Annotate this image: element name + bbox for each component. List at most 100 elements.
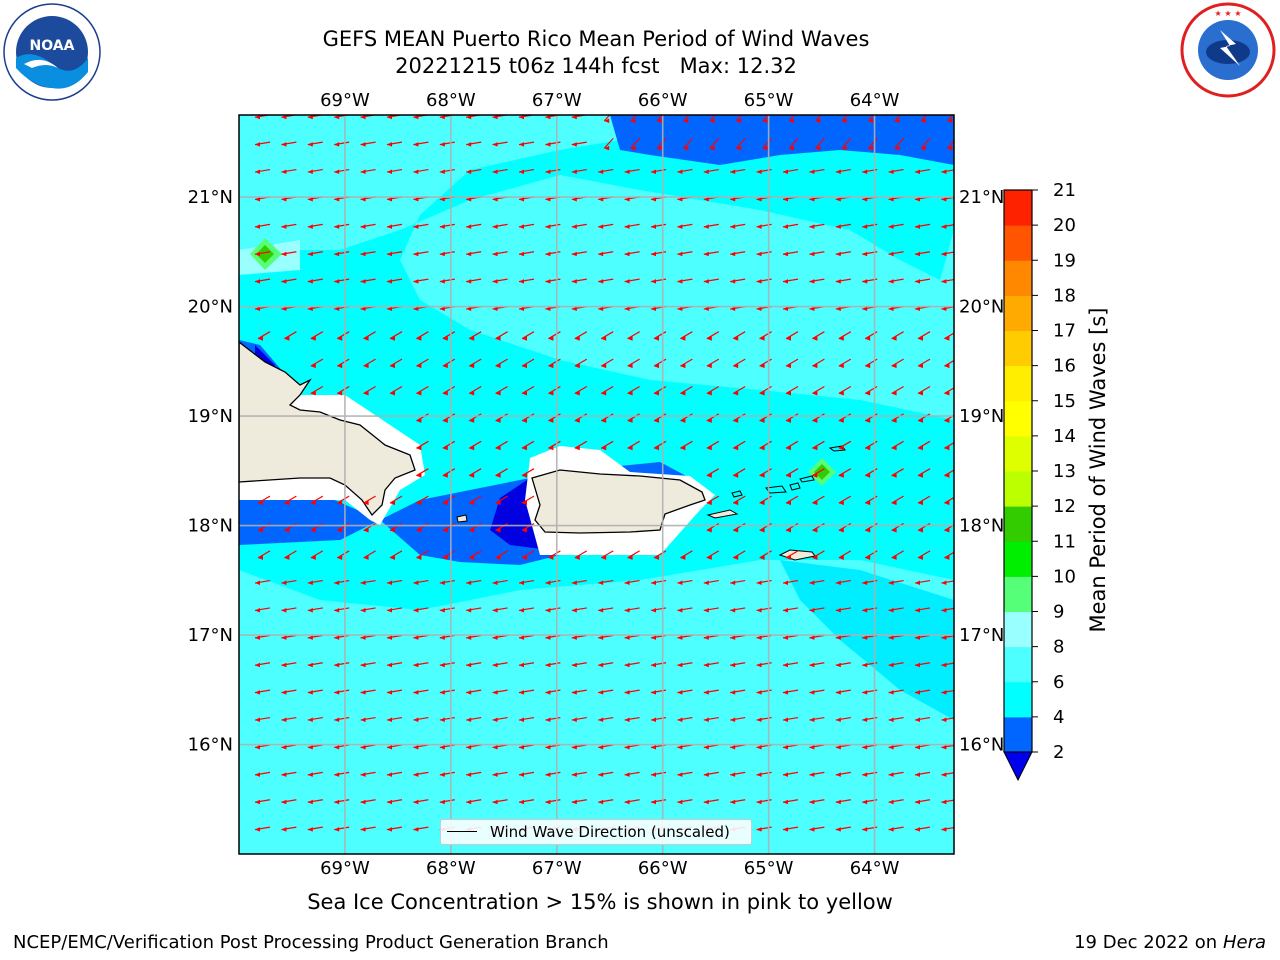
- wave-direction-arrow: [386, 771, 403, 777]
- land-vieques: [706, 509, 739, 519]
- wave-direction-arrow: [603, 137, 614, 151]
- wave-direction-arrow: [598, 579, 614, 586]
- wave-direction-arrow: [706, 440, 720, 451]
- wave-direction-arrow: [730, 579, 746, 586]
- wave-direction-arrow: [492, 716, 508, 723]
- wave-direction-arrow: [680, 385, 693, 396]
- wave-direction-arrow: [360, 251, 376, 257]
- wave-direction-arrow: [545, 607, 561, 613]
- wave-direction-arrow: [386, 579, 403, 586]
- wave-direction-arrow: [336, 385, 350, 396]
- wave-direction-arrow: [624, 579, 640, 586]
- wave-direction-arrow: [545, 251, 561, 257]
- lon-label-bottom: 68°W: [426, 858, 476, 879]
- wave-direction-arrow: [439, 141, 455, 147]
- wave-direction-arrow: [281, 251, 297, 257]
- wave-direction-arrow: [413, 278, 429, 284]
- colorbar-segment: [1004, 681, 1032, 718]
- wave-direction-arrow: [706, 385, 720, 396]
- wave-direction-arrow: [466, 278, 482, 284]
- wave-direction-arrow: [521, 331, 535, 341]
- wave-direction-arrow: [677, 744, 693, 750]
- wave-direction-arrow: [680, 550, 693, 560]
- field-region-2-4-north: [610, 115, 954, 165]
- wave-direction-arrow: [624, 278, 640, 284]
- wave-direction-arrow: [334, 689, 350, 695]
- wave-direction-arrow: [363, 522, 376, 533]
- wave-direction-arrow: [571, 689, 587, 695]
- wave-direction-arrow: [759, 358, 772, 369]
- wave-direction-arrow: [468, 495, 482, 506]
- wave-direction-arrow: [706, 331, 720, 341]
- wave-direction-arrow: [624, 716, 640, 723]
- wave-direction-arrow: [518, 251, 535, 257]
- wave-direction-arrow: [307, 223, 323, 229]
- wave-direction-arrow: [284, 550, 297, 560]
- wave-direction-arrow: [334, 251, 350, 257]
- colorbar-segment: [1004, 260, 1032, 296]
- wave-direction-arrow: [706, 522, 720, 533]
- wave-direction-arrow: [468, 385, 482, 396]
- field-max-spot-1-core: [256, 245, 274, 263]
- wave-direction-arrow: [571, 771, 587, 777]
- wave-direction-arrow: [310, 385, 324, 396]
- colorbar-tick-label: 6: [1053, 672, 1064, 693]
- wave-direction-arrow: [439, 223, 455, 229]
- lon-label-bottom: 67°W: [532, 858, 582, 879]
- wave-direction-arrow: [914, 607, 931, 613]
- wave-direction-arrow: [680, 358, 693, 369]
- wave-direction-arrow: [732, 495, 746, 506]
- wave-direction-arrow: [254, 579, 271, 586]
- wave-direction-arrow: [468, 468, 482, 478]
- wave-direction-arrow: [624, 168, 640, 175]
- wave-direction-arrow: [284, 495, 297, 506]
- wave-direction-arrow: [627, 331, 640, 341]
- lat-label-left: 20°N: [188, 297, 233, 318]
- wave-direction-arrow: [495, 385, 508, 396]
- wave-direction-arrow: [307, 607, 323, 613]
- wave-direction-arrow: [492, 278, 508, 284]
- wave-direction-arrow: [841, 137, 852, 151]
- wave-direction-arrow: [468, 358, 482, 369]
- wave-direction-arrow: [439, 744, 455, 750]
- wave-direction-arrow: [598, 223, 614, 229]
- wave-direction-arrow: [914, 251, 931, 257]
- wave-direction-arrow: [835, 799, 851, 805]
- wave-direction-arrow: [334, 826, 350, 832]
- wave-direction-arrow: [336, 550, 350, 560]
- noaa-logo-text: NOAA: [30, 38, 75, 54]
- wave-direction-arrow: [254, 278, 271, 284]
- wave-direction-arrow: [785, 440, 799, 451]
- wave-direction-arrow: [545, 716, 561, 723]
- wave-direction-arrow: [732, 358, 746, 369]
- wave-direction-arrow: [782, 689, 799, 695]
- footer-credit: NCEP/EMC/Verification Post Processing Pr…: [13, 932, 609, 953]
- wave-direction-arrow: [360, 278, 376, 284]
- wave-direction-arrow: [732, 550, 746, 560]
- colorbar-tick-label: 12: [1053, 496, 1076, 517]
- wave-direction-arrow: [914, 689, 931, 695]
- colorbar-segment: [1004, 576, 1032, 612]
- wave-direction-arrow: [914, 579, 931, 586]
- wave-direction-arrow: [466, 716, 482, 723]
- wave-direction-arrow: [389, 495, 403, 506]
- wave-direction-arrow: [732, 413, 746, 423]
- wave-direction-arrow: [416, 550, 429, 560]
- wave-direction-arrow: [914, 662, 931, 668]
- wave-direction-arrow: [914, 744, 931, 750]
- wave-direction-arrow: [835, 278, 851, 284]
- wave-direction-arrow: [310, 495, 324, 506]
- wave-direction-arrow: [917, 331, 931, 341]
- wave-direction-arrow: [894, 137, 905, 151]
- wave-direction-arrow: [413, 662, 429, 668]
- wave-direction-arrow: [257, 522, 271, 533]
- wave-direction-arrow: [782, 662, 799, 668]
- wave-direction-arrow: [439, 716, 455, 723]
- wave-direction-arrow: [917, 440, 931, 451]
- wave-direction-arrow: [653, 385, 667, 396]
- wave-direction-arrow: [677, 607, 693, 613]
- wave-direction-arrow: [782, 799, 799, 805]
- wave-direction-arrow: [492, 771, 508, 777]
- wave-direction-arrow: [627, 413, 640, 423]
- wave-direction-arrow: [360, 826, 376, 832]
